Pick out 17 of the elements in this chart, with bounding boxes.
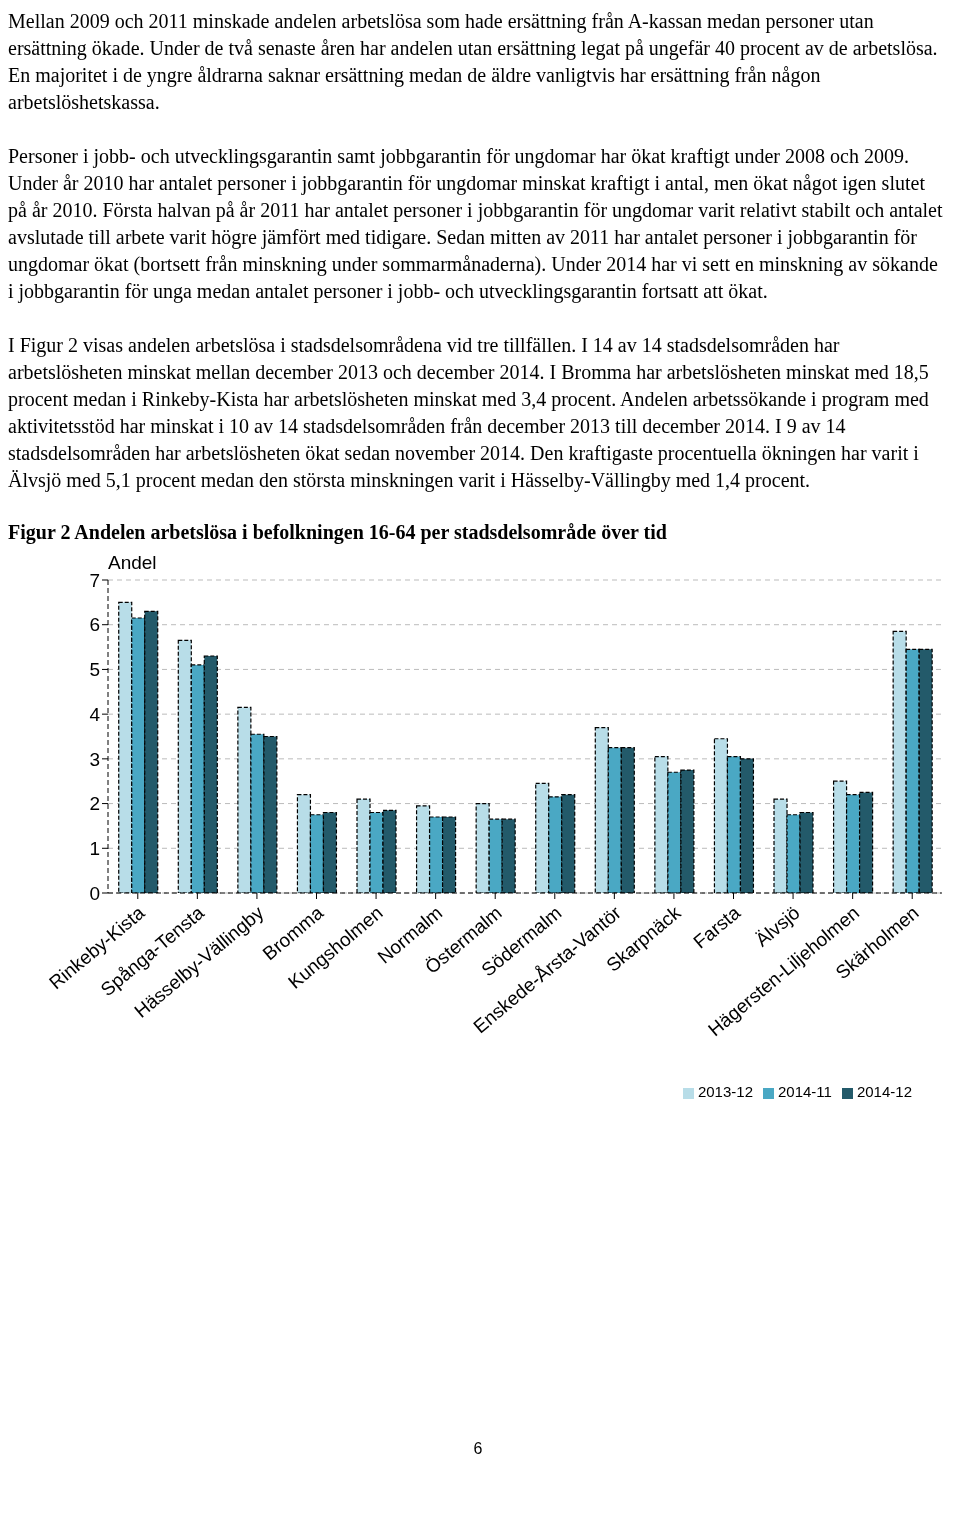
text: Mellan 2009 och 2011 minskade andelen arbetslösa som hade ersättning från A-kassan medan personer utan ersättning ökade. Under de två senaste åren har andelen utan ersättning legat på ungefär 40 procent av de arbetslösa. En majoritet i de yngre åldrarna saknar ersättning medan de äldre vanligtvis har ersättning från någon arbetslöshetskassa. [8,9,939,115]
y-tick-label: 6 [89,614,100,636]
y-tick-label: 3 [89,748,100,770]
text: Personer i jobb- och utvecklingsgarantin samt jobbgarantin för ungdomar har ökat kraftigt under 2008 och 2009. Under år 2010 har antalet personer i jobbgarantin för ungdomar minskat kraftigt i antal, men ökat något igen slutet på år 2010. Första halvan på år 2011 har antalet personer i jobbgarantin för ungdomar varit relativt stabilt och antalet avslutade till arbete varit högre jämfört med tidigare. Sedan mitten av 2011 har antalet personer i jobbgarantin för ungdomar ökat (bortsett från minskning under sommarmånaderna). Under 2014 har vi sett en minskning av sökande i jobbgarantin för unga medan antalet personer i jobb- och utvecklingsgarantin fortsatt att ökat. [8,144,944,305]
legend-label: 2014-12 [856,1083,912,1100]
y-tick-label: 1 [89,838,100,860]
y-tick-label: 4 [89,703,101,725]
chart-title: Figur 2 Andelen arbetslösa i befolkningen 16-64 per stadsdelsområde över tid [8,521,668,544]
y-tick-label: 0 [89,882,100,904]
legend-label: 2014-11 [778,1083,832,1100]
text: 6 [472,1440,484,1458]
y-tick-label: 7 [89,569,100,591]
y-tick-label: 2 [89,793,100,815]
y-tick-label: 5 [89,659,100,681]
y-axis-title: Andel [108,552,157,574]
text: I Figur 2 visas andelen arbetslösa i stadsdelsområdena vid tre tillfällen. I 14 av 14 stadsdelsområden har arbetslösheten minskat mellan december 2013 och december 2014. I Bromma har arbetslösheten minskat med 18,5 procent medan i Rinkeby-Kista har arbetslösheten minskat med 3,4 procent. Andelen arbetssökande i program med aktivitetsstöd har minskat i 10 av 14 stadsdelsområden från december 2013 till december 2014. I 9 av 14 stadsdelsområden har arbetslösheten ökat sedan november 2014. Den kraftigaste procentuella ökningen har varit i Älvsjö med 5,1 procent medan den största minskningen varit i Hässelby-Vällingby med 1,4 procent. [8,333,930,494]
legend-label: 2013-12 [697,1083,753,1100]
